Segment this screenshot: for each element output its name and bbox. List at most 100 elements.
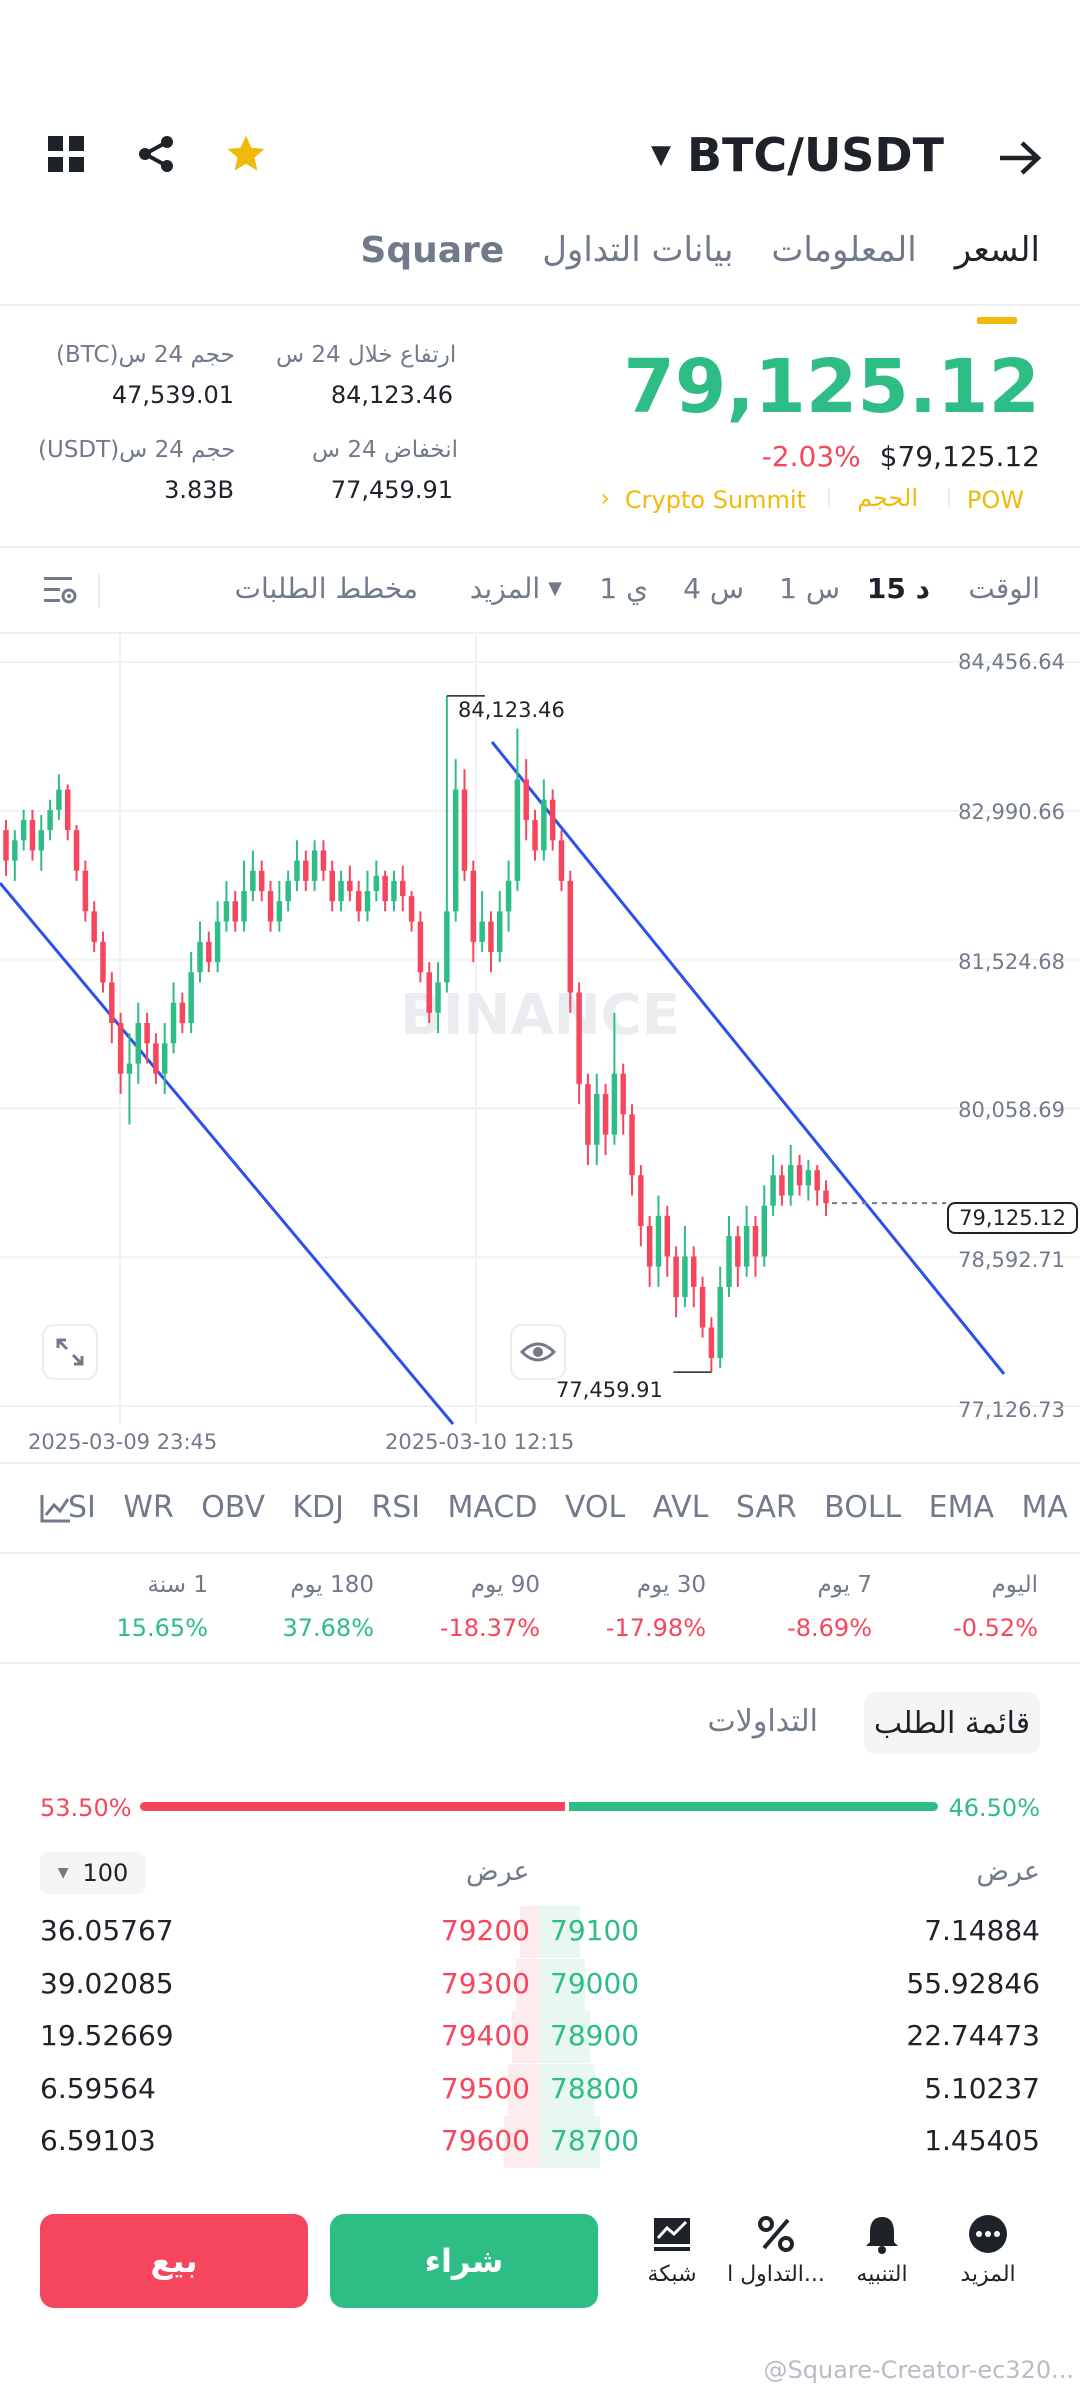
tf-1h[interactable]: 1 س [779,572,840,605]
share-icon[interactable] [134,132,178,176]
ask-qty: 39.02085 [40,1966,174,2000]
chart-settings-icon[interactable] [40,570,80,610]
ask-qty: 6.59564 [40,2071,156,2105]
candle [117,1023,124,1074]
favorite-star-icon[interactable] [222,130,270,178]
candle [179,1002,186,1024]
candle [567,880,574,993]
candle [188,972,194,1024]
tab-price[interactable]: السعر [955,230,1040,300]
candle [805,1170,812,1186]
tag-pow[interactable]: POW [966,486,1024,514]
candle [408,896,415,922]
candle [329,870,335,902]
nav-grid[interactable]: شبكة [622,2214,722,2287]
tf-15m[interactable]: 15 د [866,572,930,605]
eye-icon[interactable] [510,1324,566,1380]
nav-alert[interactable]: التنبيه [832,2214,932,2287]
candlestick-chart[interactable]: BINANCE [0,634,1080,1456]
tab-order-book[interactable]: قائمة الطلب [864,1692,1040,1754]
candle [320,850,327,871]
indicator-kdj[interactable]: KDJ [292,1490,344,1525]
indicator-ema[interactable]: EMA [928,1490,995,1525]
candle [452,789,459,912]
buy-button[interactable]: شراء [330,2214,598,2308]
candle [161,1043,168,1074]
order-book-row-clipped [0,2170,1080,2186]
indicator-macd[interactable]: MACD [447,1490,538,1525]
candle [814,1170,820,1191]
indicator-boll[interactable]: BOLL [824,1490,902,1525]
low-value: 77,459.91 [330,476,453,504]
order-book-row[interactable]: 7.14884 79100 79200 36.05767 [0,1906,1080,1958]
candle [585,1083,591,1145]
precision-selector[interactable]: ▼ 100 [40,1852,146,1894]
fullscreen-icon[interactable] [42,1324,98,1380]
nav-trade[interactable]: التداول ا... [726,2214,826,2287]
candle [461,789,468,871]
last-price: 79,125.12 [623,344,1040,430]
perf-label-1y: 1 سنة [147,1572,209,1598]
candle [241,891,247,922]
order-book-row[interactable]: 55.92846 79000 79300 39.02085 [0,1958,1080,2011]
usd-price: $79,125.12 [879,440,1040,473]
candle [752,1226,759,1257]
tab-trading-data[interactable]: بيانات التداول [542,230,734,270]
bid-price: 79100 [550,1914,640,1947]
tag-volume[interactable]: الحجم [857,484,918,512]
pair-selector[interactable]: ▼ BTC/USDT [651,128,944,182]
candle [717,1286,723,1358]
candle [444,911,450,983]
tab-trades[interactable]: التداولات [707,1704,818,1739]
time-label[interactable]: الوقت [968,572,1040,605]
bell-icon [866,2217,898,2254]
nav-more[interactable]: المزيد [938,2214,1038,2287]
candle [20,820,27,841]
order-book-row[interactable]: 1.45405 78700 79600 6.59103 [0,2116,1080,2168]
candle [206,941,212,963]
back-arrow-icon[interactable] [990,128,1050,188]
candle [285,880,291,902]
tf-1d[interactable]: 1 ي [599,572,648,605]
y-tick: 82,990.66 [958,800,1065,824]
perf-label-7d: 7 يوم [817,1572,872,1598]
perf-value-7d: -8.69% [787,1614,872,1642]
indicator-avl[interactable]: AVL [652,1490,709,1525]
candle [170,1002,177,1044]
candle [602,1094,609,1135]
indicator-si[interactable]: SI [40,1490,96,1525]
candle [470,870,477,942]
high-value: 84,123.46 [330,381,453,409]
candle [109,982,115,1024]
indicator-rsi[interactable]: RSI [371,1490,421,1525]
candle [214,921,221,963]
tag-event[interactable]: Crypto Summit [624,486,806,514]
order-book-row[interactable]: 5.10237 78800 79500 6.59564 [0,2063,1080,2116]
tab-square[interactable]: Square [360,230,505,271]
candle [735,1236,741,1267]
candle [56,789,62,810]
timebar-sep [98,574,100,608]
sell-button[interactable]: بيع [40,2214,308,2308]
indicator-obv[interactable]: OBV [201,1490,265,1525]
ask-header: عرض [466,1856,530,1887]
grid-menu-icon[interactable] [44,132,88,176]
candle [823,1190,829,1204]
indicators-divider [0,1552,1080,1554]
ratio-gap [565,1802,569,1811]
tab-info[interactable]: المعلومات [771,230,917,270]
percent-icon [758,2216,794,2252]
pair-name: BTC/USDT [686,128,944,182]
indicator-sar[interactable]: SAR [735,1490,797,1525]
depth-chart-tab[interactable]: مخطط الطلبات [234,572,418,605]
order-book-row[interactable]: 22.74473 78900 79400 19.52669 [0,2011,1080,2063]
y-tick: 81,524.68 [958,950,1065,974]
indicator-vol[interactable]: VOL [564,1490,626,1525]
candle [144,1023,150,1044]
ask-depth-bar [516,1958,540,2011]
precision-value: 100 [82,1859,129,1887]
indicator-ma[interactable]: MA [1021,1490,1068,1525]
indicator-wr[interactable]: WR [123,1490,174,1525]
tf-4h[interactable]: 4 س [683,572,744,605]
tf-more[interactable]: المزيد ▼ [470,572,562,605]
